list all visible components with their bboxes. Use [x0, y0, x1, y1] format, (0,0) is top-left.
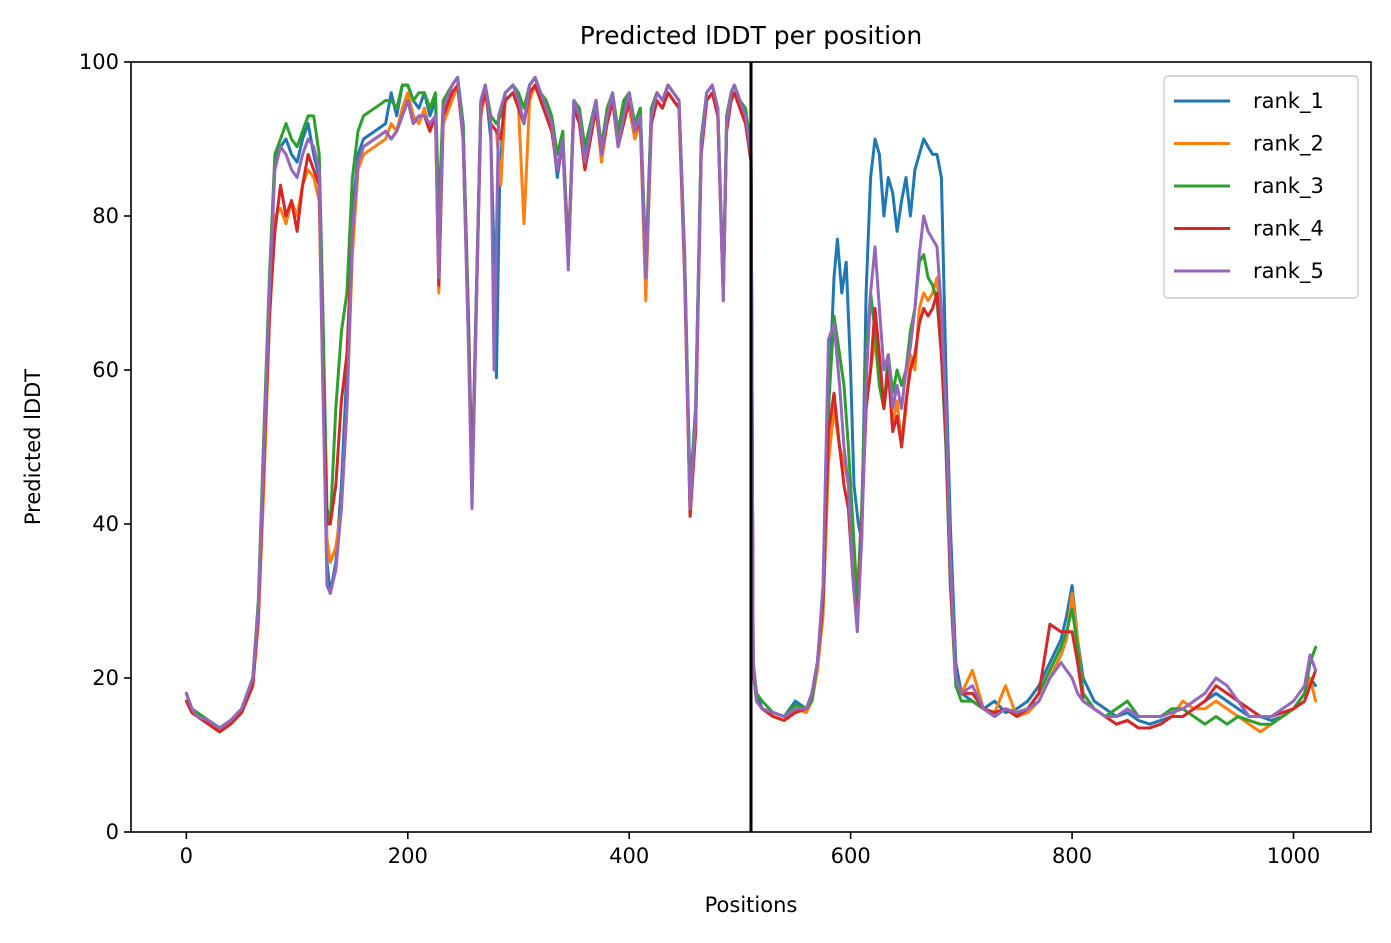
x-tick-label: 400 [609, 844, 649, 868]
x-axis-label: Positions [705, 893, 798, 917]
legend-label-rank-5: rank_5 [1253, 259, 1324, 284]
y-tick-label: 20 [92, 666, 119, 690]
y-tick-label: 0 [106, 820, 119, 844]
series-line-rank-5 [184, 75, 1318, 730]
x-tick-label: 600 [831, 844, 871, 868]
x-axis-ticks: 0 200 400 600 800 1000 [180, 832, 1320, 868]
chart-title: Predicted lDDT per position [580, 21, 922, 50]
y-tick-label: 80 [92, 204, 119, 228]
y-tick-label: 100 [79, 50, 119, 74]
y-tick-label: 60 [92, 358, 119, 382]
y-tick-label: 40 [92, 512, 119, 536]
legend-label-rank-3: rank_3 [1253, 174, 1324, 199]
x-tick-label: 1000 [1267, 844, 1320, 868]
legend-box [1163, 75, 1359, 299]
legend-label-rank-2: rank_2 [1253, 132, 1324, 157]
y-axis-label: Predicted lDDT [21, 369, 45, 525]
x-tick-label: 200 [388, 844, 428, 868]
x-tick-label: 0 [180, 844, 193, 868]
legend-entries: rank_1 rank_2 rank_3 rank_4 rank_5 [1174, 89, 1324, 284]
x-tick-label: 800 [1052, 844, 1092, 868]
plot-frame [130, 61, 1372, 833]
y-axis-ticks: 0 20 40 60 80 100 [79, 50, 131, 844]
series-layer [184, 75, 1318, 734]
legend-label-rank-4: rank_4 [1253, 217, 1324, 242]
legend: rank_1 rank_2 rank_3 rank_4 rank_5 [1163, 75, 1359, 299]
legend-label-rank-1: rank_1 [1253, 89, 1324, 114]
